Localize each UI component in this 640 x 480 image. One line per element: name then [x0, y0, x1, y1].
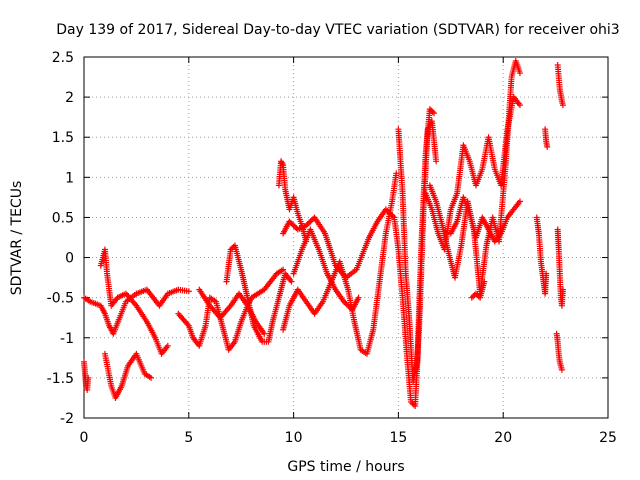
series-track-t [554, 62, 566, 109]
data-point [543, 270, 550, 277]
y-axis-label: SDTVAR / TECUs [9, 181, 25, 296]
grid-lines [83, 56, 609, 419]
data-point [303, 222, 310, 229]
series-track-v [553, 330, 565, 373]
data-point [304, 221, 311, 228]
x-axis-label: GPS time / hours [287, 459, 404, 475]
data-point [429, 108, 436, 115]
data-point [342, 300, 349, 307]
data-point [481, 278, 488, 285]
data-point [307, 218, 314, 225]
x-tick-label: 0 [80, 430, 89, 446]
y-tick-label: 0.5 [52, 210, 74, 226]
data-point [384, 207, 391, 214]
data-point [559, 286, 566, 293]
x-tick-label: 15 [389, 430, 407, 446]
data-point [559, 102, 566, 109]
series-track-q [468, 278, 488, 301]
data-point [340, 298, 347, 305]
series-track-b [81, 358, 92, 393]
data-point [433, 158, 440, 165]
chart-title: Day 139 of 2017, Sidereal Day-to-day VTE… [56, 22, 619, 38]
data-points [81, 58, 566, 409]
data-point [470, 293, 477, 300]
data-point [291, 223, 298, 230]
series-track-c [97, 246, 171, 357]
x-tick-label: 25 [599, 430, 617, 446]
data-point [278, 158, 285, 165]
data-point [85, 374, 92, 381]
data-point [148, 374, 155, 381]
data-point [227, 246, 234, 253]
series-track-r [533, 214, 550, 297]
axis-ticks: 0 5 10 15 20 25 -2 -1.5 -1 -0.5 0 0.5 1 1.5 2 2.5 [47, 50, 617, 446]
series-track-u [554, 226, 566, 309]
data-point [544, 143, 551, 150]
y-tick-label: 2 [65, 90, 74, 106]
series-track-s [542, 126, 551, 150]
data-point [343, 301, 350, 308]
x-tick-label: 20 [494, 430, 512, 446]
x-tick-label: 10 [285, 430, 303, 446]
data-point [393, 170, 400, 177]
y-tick-label: -1 [60, 331, 74, 347]
data-point [261, 330, 268, 337]
y-tick-label: -2 [60, 411, 74, 427]
data-point [472, 290, 479, 297]
data-point [279, 160, 286, 167]
series-track-h [275, 158, 310, 245]
series-track-d [101, 350, 155, 401]
data-point [428, 107, 435, 114]
data-point [516, 198, 523, 205]
data-point [185, 288, 192, 295]
series-track-p [447, 194, 523, 245]
data-point [516, 70, 523, 77]
data-point [305, 219, 312, 226]
data-point [286, 218, 293, 225]
data-point [426, 106, 433, 113]
data-point [355, 294, 362, 301]
data-point [229, 245, 236, 252]
y-tick-label: 1 [65, 170, 74, 186]
data-point [164, 342, 171, 349]
data-point [474, 291, 481, 298]
data-point [288, 278, 295, 285]
data-point [290, 222, 297, 229]
plot-frame [83, 56, 609, 419]
series-track-a [81, 286, 192, 337]
y-tick-label: 0 [65, 251, 74, 267]
data-point [346, 304, 353, 311]
data-point [558, 366, 565, 373]
data-point [287, 219, 294, 226]
x-tick-label: 5 [184, 430, 193, 446]
data-point [278, 159, 285, 166]
y-tick-label: -1.5 [47, 371, 74, 387]
y-tick-label: 1.5 [52, 130, 74, 146]
data-point [289, 221, 296, 228]
data-point [280, 266, 287, 273]
data-point [308, 217, 315, 224]
data-point [345, 302, 352, 309]
data-point [468, 294, 475, 301]
data-point [431, 110, 438, 117]
series-track-m [395, 106, 438, 385]
series-track-g [196, 286, 268, 337]
data-point [516, 102, 523, 109]
series-track-k [290, 226, 362, 313]
y-tick-label: 2.5 [52, 50, 74, 66]
y-tick-label: -0.5 [47, 291, 74, 307]
